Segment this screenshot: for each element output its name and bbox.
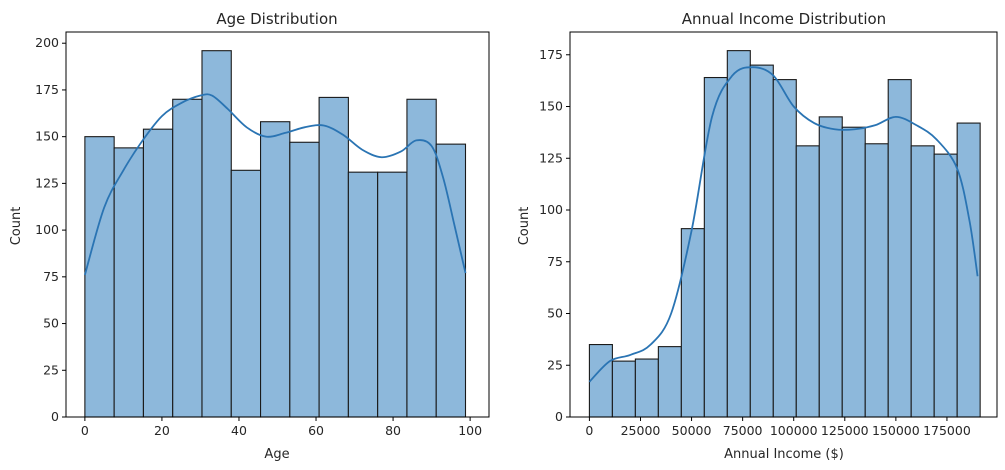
y-tick-label: 100	[539, 202, 563, 217]
histogram-bar	[289, 141, 320, 418]
x-tick-label: 50000	[672, 423, 712, 438]
plot-frame	[569, 31, 998, 418]
x-tick-label: 80	[385, 423, 401, 438]
y-tick-label: 0	[555, 409, 563, 424]
histogram-bar	[887, 79, 912, 418]
kde-line	[588, 66, 979, 383]
y-tick-label: 0	[51, 409, 59, 424]
y-axis-label: Count	[517, 207, 532, 246]
histogram-bar	[910, 145, 935, 418]
y-tick-label: 50	[547, 306, 563, 321]
histogram-bar	[113, 147, 144, 418]
histogram-bar	[634, 358, 659, 418]
x-tick-label: 100	[458, 423, 482, 438]
chart-title: Age Distribution	[216, 10, 337, 28]
age-distribution-chart: Age Distribution Age Count 0 20 40 60 80 100 …	[9, 10, 490, 462]
y-tick-label: 150	[35, 129, 59, 144]
histogram-bars	[588, 50, 981, 418]
histogram-bar	[406, 98, 437, 418]
histogram-bar	[259, 121, 291, 418]
kde-curve	[588, 66, 979, 383]
x-axis-label: Annual Income ($)	[724, 447, 844, 462]
y-tick-label: 150	[539, 99, 563, 114]
y-tick-label: 25	[547, 357, 563, 372]
x-tick-label: 20	[154, 423, 170, 438]
x-tick-label: 60	[308, 423, 324, 438]
x-axis-label: Age	[264, 447, 289, 462]
x-axis-ticks: 0 25000 50000 75000 100000 125000 150000 175000	[585, 417, 971, 438]
y-tick-label: 75	[547, 254, 563, 269]
histogram-bars	[84, 50, 467, 418]
histogram-bar	[84, 136, 115, 418]
x-tick-label: 125000	[821, 423, 869, 438]
histogram-bar	[172, 98, 203, 418]
annual-income-distribution-chart: Annual Income Distribution Annual Income…	[517, 10, 998, 462]
y-tick-label: 25	[43, 362, 59, 377]
histogram-bar	[841, 126, 866, 418]
histogram-bar	[377, 171, 408, 418]
x-tick-label: 25000	[621, 423, 661, 438]
x-tick-label: 100000	[770, 423, 818, 438]
y-tick-label: 175	[539, 47, 563, 62]
kde-line	[84, 93, 467, 276]
x-tick-label: 40	[231, 423, 247, 438]
x-tick-label: 0	[585, 423, 593, 438]
y-axis-ticks: 0 25 50 75 100 125 150 175	[539, 47, 570, 424]
histogram-bar	[703, 76, 728, 418]
histogram-bar	[818, 116, 843, 418]
histogram-bar	[795, 145, 820, 418]
histogram-bar	[933, 153, 958, 418]
histogram-bar	[201, 50, 232, 418]
histogram-bar	[749, 64, 774, 418]
histogram-bar	[726, 50, 751, 418]
histogram-bar	[230, 169, 262, 418]
histogram-bar	[680, 228, 705, 418]
y-tick-label: 75	[43, 269, 59, 284]
histogram-bar	[435, 143, 467, 418]
histogram-bar	[772, 79, 797, 418]
x-tick-label: 75000	[723, 423, 763, 438]
x-axis-ticks: 0 20 40 60 80 100	[81, 417, 482, 438]
histogram-bar	[318, 96, 349, 418]
plot-frame	[65, 31, 490, 418]
y-axis-label: Count	[9, 207, 24, 246]
y-axis-ticks: 0 25 50 75 100 125 150 175 200	[35, 35, 66, 424]
histogram-bar	[588, 344, 613, 418]
x-tick-label: 0	[81, 423, 89, 438]
y-tick-label: 125	[35, 175, 59, 190]
kde-curve	[84, 93, 467, 276]
y-tick-label: 125	[539, 150, 563, 165]
histogram-bar	[347, 171, 379, 418]
y-tick-label: 200	[35, 35, 59, 50]
x-tick-label: 175000	[923, 423, 971, 438]
chart-title: Annual Income Distribution	[682, 10, 886, 28]
x-tick-label: 150000	[872, 423, 920, 438]
y-tick-label: 50	[43, 316, 59, 331]
histogram-bar	[142, 128, 174, 418]
y-tick-label: 100	[35, 222, 59, 237]
histogram-bar	[864, 143, 889, 418]
histogram-bar	[657, 346, 682, 418]
y-tick-label: 175	[35, 82, 59, 97]
histogram-bar	[611, 360, 636, 418]
